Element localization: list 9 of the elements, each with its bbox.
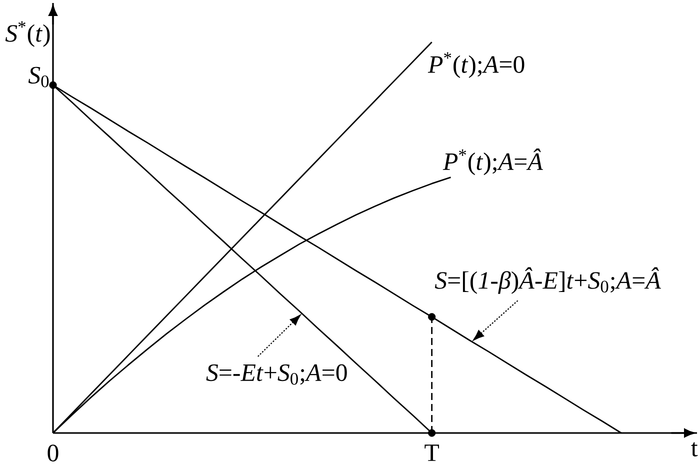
y-axis-title: S$^{*}$(t) [5, 21, 50, 47]
series-label: P$^{*}$(t);A=0 [428, 52, 524, 78]
annotation: S$_{0}$ [28, 66, 49, 88]
series-label: P$^{*}$(t);A=Â [442, 148, 543, 176]
x-tick-label: T [424, 444, 440, 461]
x-tick-label: 0 [48, 444, 58, 462]
x-axis-title: t [691, 442, 698, 456]
text: S=[(1-β)Â-E]t+S$_{0}$;A=Â [434, 267, 661, 294]
text: S=-Et+S$_{0}$;A=0 [206, 364, 347, 385]
